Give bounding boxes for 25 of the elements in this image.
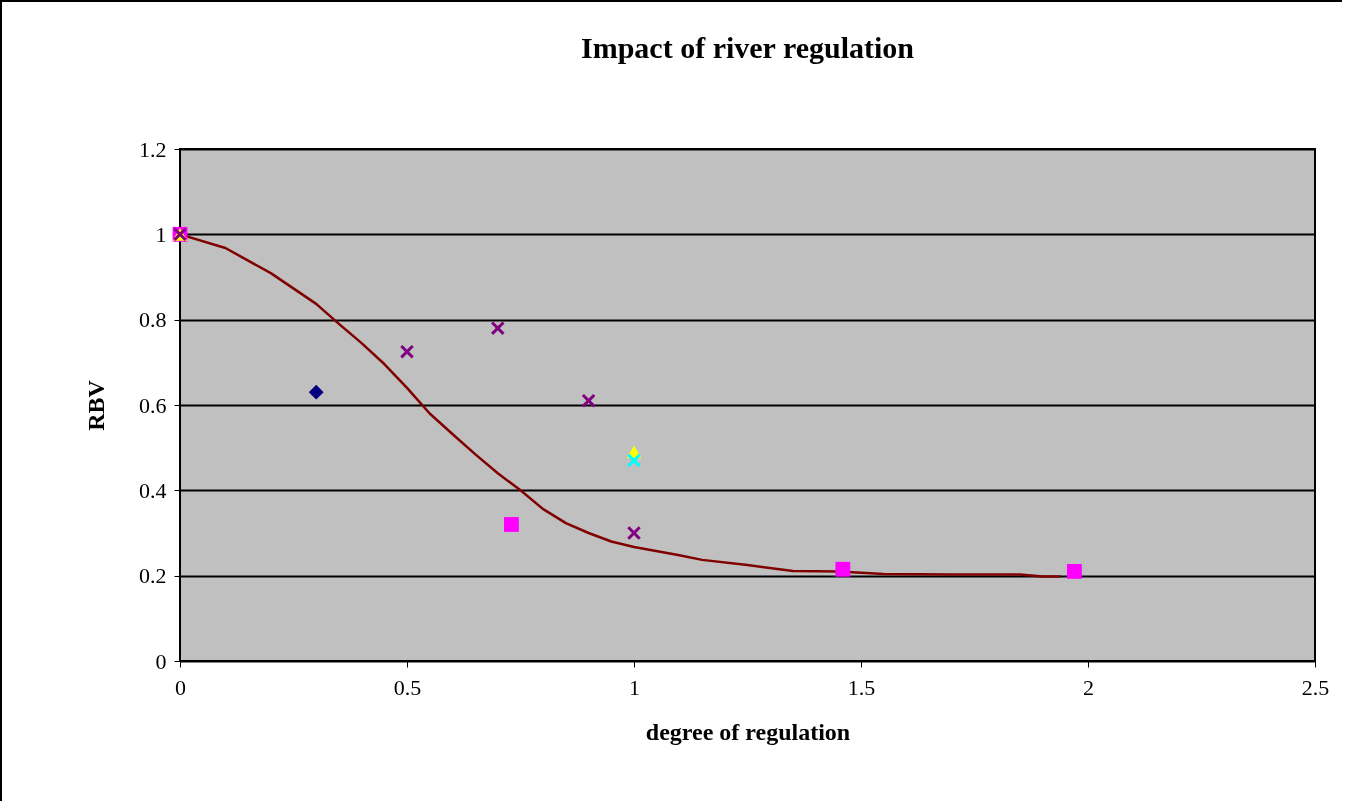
point — [626, 525, 642, 541]
y-tick-label: 1.2 — [139, 136, 167, 162]
point — [835, 561, 851, 577]
x-tick-label: 0.5 — [393, 674, 422, 700]
y-tick-label: 0.2 — [139, 563, 167, 589]
point — [581, 393, 596, 408]
point — [626, 453, 642, 468]
x-tick-label: 1.5 — [847, 674, 876, 700]
point — [504, 517, 519, 532]
y-axis-title: RBV — [83, 379, 109, 431]
x-axis-title: degree of regulation — [645, 718, 851, 745]
y-tick-label: 1 — [155, 221, 167, 247]
point — [399, 344, 415, 359]
y-tick-label: 0.6 — [139, 392, 167, 418]
point — [1066, 563, 1082, 579]
point — [308, 384, 324, 400]
point — [490, 321, 505, 336]
x-tick-label: 2.5 — [1301, 674, 1330, 700]
x-tick-label: 2 — [1083, 674, 1094, 700]
y-tick-label: 0.4 — [139, 477, 167, 503]
chart-title: Impact of river regulation — [580, 31, 915, 64]
y-tick-label: 0 — [155, 648, 167, 674]
x-tick-label: 0 — [175, 674, 186, 700]
x-tick-label: 1 — [629, 674, 640, 700]
y-tick-label: 0.8 — [139, 307, 167, 333]
